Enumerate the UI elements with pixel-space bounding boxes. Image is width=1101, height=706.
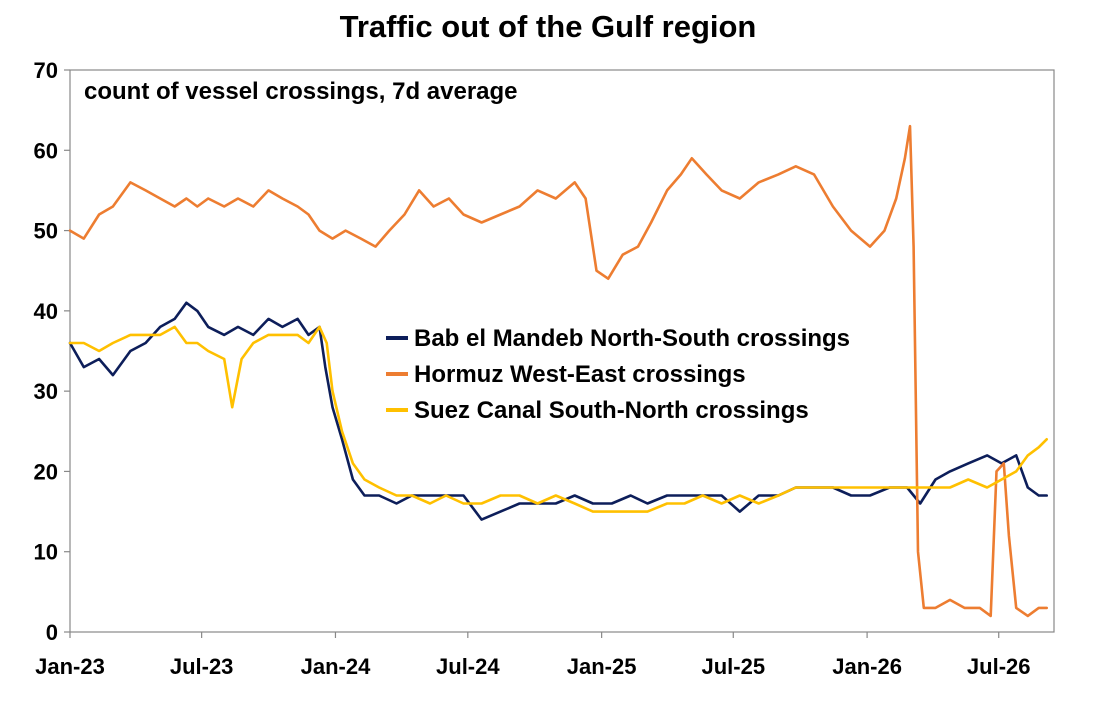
x-tick-label: Jan-26	[832, 654, 902, 679]
x-tick-label: Jul-26	[967, 654, 1031, 679]
series-line-2	[68, 325, 1048, 513]
legend-label: Bab el Mandeb North-South crossings	[414, 325, 850, 352]
y-tick-label: 10	[34, 540, 58, 565]
x-tick-label: Jan-25	[567, 654, 637, 679]
y-tick-label: 30	[34, 379, 58, 404]
legend-label: Hormuz West-East crossings	[414, 361, 746, 388]
y-axis: 0 10 20 30 40 50 60 70	[34, 58, 70, 645]
plot-area	[69, 69, 1055, 633]
x-tick-label: Jan-23	[35, 654, 105, 679]
legend-label: Suez Canal South-North crossings	[414, 397, 809, 424]
y-tick-label: 70	[34, 58, 58, 83]
x-axis: Jan-23 Jul-23 Jan-24 Jul-24 Jan-25 Jul-25 Jan-…	[35, 632, 1031, 679]
legend: Bab el Mandeb North-South crossings Hormu…	[386, 325, 850, 424]
x-tick-label: Jul-23	[170, 654, 234, 679]
series-line-1	[68, 124, 1048, 618]
y-tick-label: 50	[34, 219, 58, 244]
y-tick-label: 60	[34, 138, 58, 163]
chart-title: Traffic out of the Gulf region	[340, 9, 757, 44]
x-tick-label: Jul-25	[701, 654, 765, 679]
chart-annotation: count of vessel crossings, 7d average	[84, 78, 518, 105]
y-tick-label: 20	[34, 459, 58, 484]
x-tick-label: Jul-24	[436, 654, 500, 679]
x-tick-label: Jan-24	[301, 654, 371, 679]
series-layer	[68, 124, 1048, 618]
y-tick-label: 0	[46, 620, 58, 645]
y-tick-label: 40	[34, 299, 58, 324]
